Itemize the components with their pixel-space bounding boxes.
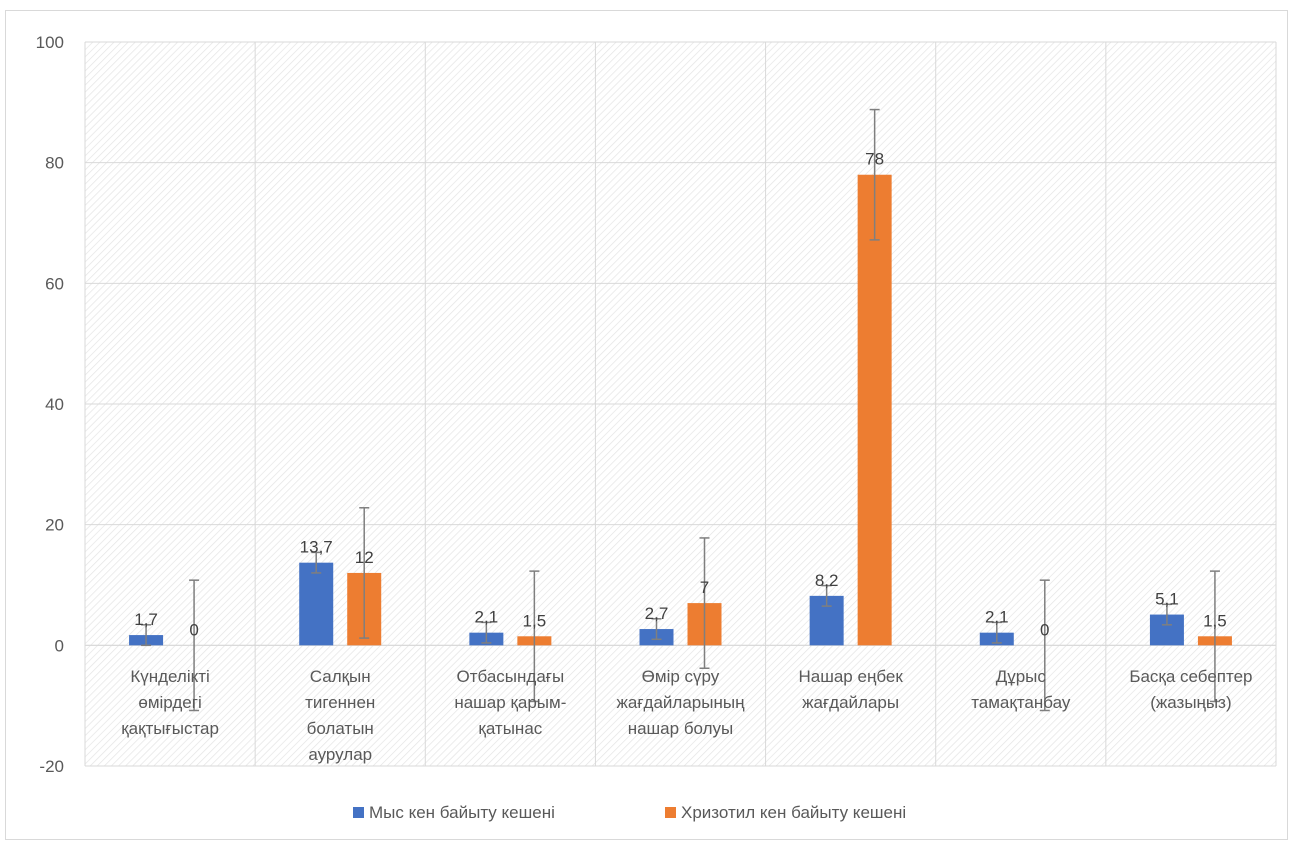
bar: [299, 562, 334, 646]
legend-swatch: [665, 807, 676, 818]
y-tick-label: 60: [45, 274, 64, 293]
bar: [857, 174, 892, 646]
data-label: 5,1: [1155, 590, 1179, 609]
data-labels: 1,7 13,7 2,1 2,7 8,2 2,1 5,1 0 12 1,5 7 78 0 1,5: [134, 150, 1226, 640]
legend: Мыс кен байыту кешені Хризотил кен байыту…: [353, 803, 906, 822]
x-axis-labels: Күнделікті өмірдегі қақтығыстар Салқын тиген…: [121, 667, 1252, 764]
category-label: Отбасындағы нашар қарым-қатынас: [454, 667, 566, 738]
grid: [84, 41, 1277, 767]
category-label: Нашар еңбек жағдайлары: [798, 667, 903, 712]
error-bars: [141, 108, 1220, 712]
data-label: 0: [1040, 620, 1049, 639]
y-tick-label: 20: [45, 516, 64, 535]
y-tick-label: 100: [36, 33, 64, 52]
data-label: 1,5: [1203, 611, 1227, 630]
data-label: 13,7: [300, 538, 333, 557]
y-axis: -20 0 20 40 60 80 100: [36, 33, 1276, 776]
data-label: 12: [355, 548, 374, 567]
category-label: Дұрыс тамақтанбау: [971, 667, 1071, 712]
data-label: 2,7: [645, 604, 669, 623]
legend-label: Мыс кен байыту кешені: [369, 803, 555, 822]
legend-label: Хризотил кен байыту кешені: [681, 803, 906, 822]
y-tick-label: -20: [39, 757, 64, 776]
category-label: Күнделікті өмірдегі қақтығыстар: [121, 667, 219, 738]
data-label: 8,2: [815, 571, 839, 590]
data-label: 2,1: [475, 608, 499, 627]
y-tick-label: 40: [45, 395, 64, 414]
data-label: 7: [700, 578, 709, 597]
category-label: Өмір сүру жағдайларының нашар болуы: [617, 667, 746, 738]
data-label: 0: [189, 620, 198, 639]
data-label: 78: [865, 150, 884, 169]
y-tick-label: 80: [45, 154, 64, 173]
data-label: 1,5: [523, 611, 547, 630]
data-label: 2,1: [985, 608, 1009, 627]
category-label: Басқа себептер (жазыңыз): [1129, 667, 1252, 712]
legend-swatch: [353, 807, 364, 818]
category-label: Салқын тигеннен болатын аурулар: [305, 667, 375, 764]
y-tick-label: 0: [55, 636, 64, 655]
data-label: 1,7: [134, 610, 158, 629]
